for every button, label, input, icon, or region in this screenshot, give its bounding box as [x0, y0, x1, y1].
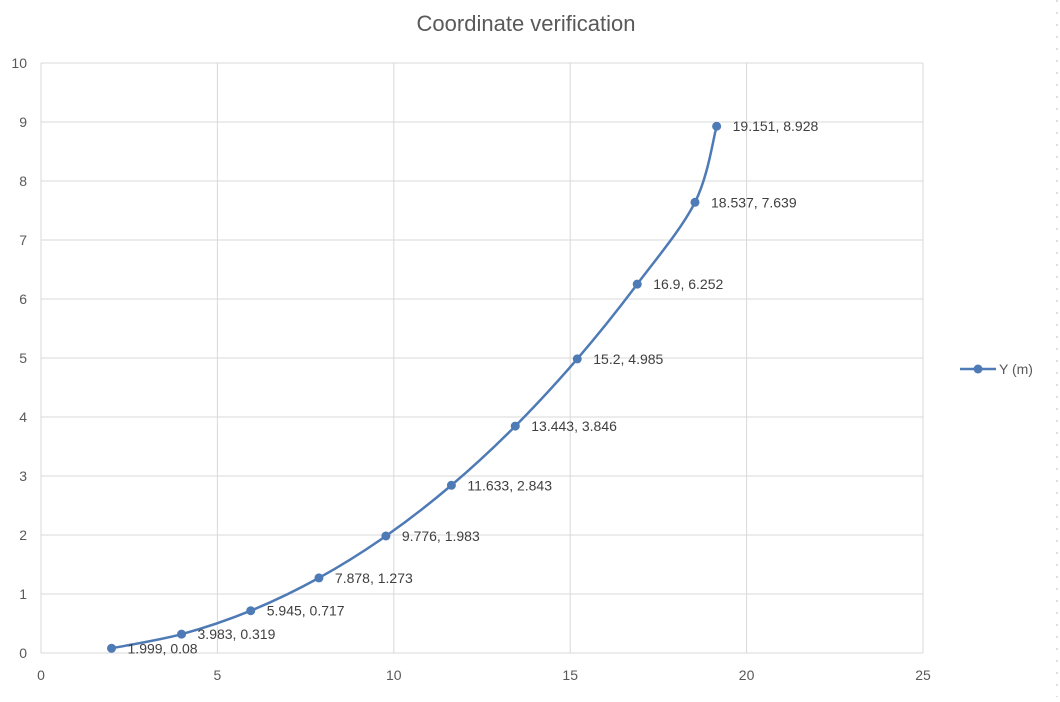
x-tick-label: 20	[739, 667, 755, 683]
legend-label: Y (m)	[999, 361, 1033, 377]
y-tick-label: 6	[19, 291, 27, 307]
data-label: 15.2, 4.985	[593, 351, 663, 367]
y-tick-label: 0	[19, 645, 27, 661]
gridlines	[40, 62, 924, 654]
y-tick-label: 4	[19, 409, 27, 425]
data-label: 11.633, 2.843	[467, 477, 552, 493]
data-label: 9.776, 1.983	[402, 528, 480, 544]
y-tick-label: 5	[19, 350, 27, 366]
data-point	[690, 197, 700, 207]
y-tick-label: 7	[19, 232, 27, 248]
y-tick-label: 8	[19, 173, 27, 189]
data-point	[572, 354, 582, 364]
x-tick-label: 15	[562, 667, 578, 683]
x-tick-label: 0	[37, 667, 45, 683]
data-label: 1.999, 0.08	[128, 640, 198, 656]
data-point	[632, 279, 642, 289]
data-label: 19.151, 8.928	[733, 118, 819, 134]
data-point	[510, 421, 520, 431]
series-line	[110, 124, 718, 650]
data-point	[314, 573, 324, 583]
data-label: 13.443, 3.846	[531, 418, 617, 434]
y-tick-label: 3	[19, 468, 27, 484]
data-label: 7.878, 1.273	[335, 570, 413, 586]
y-tick-label: 9	[19, 114, 27, 130]
data-point	[712, 121, 722, 131]
x-tick-label: 5	[214, 667, 222, 683]
legend: Y (m)	[960, 361, 1033, 377]
data-point	[107, 643, 117, 653]
data-label: 16.9, 6.252	[653, 276, 723, 292]
data-labels: 1.999, 0.083.983, 0.319 5.945, 0.717 7.878…	[128, 118, 819, 656]
data-point	[246, 606, 256, 616]
data-point	[177, 629, 187, 639]
x-tick-label: 25	[915, 667, 931, 683]
axis-tick-labels: 0 1 2 3 4 5 6 7 8 9 10 0 5 10 15 20 25	[11, 55, 931, 683]
data-point	[381, 531, 391, 541]
data-label: 5.945, 0.717	[267, 603, 345, 619]
legend-marker	[973, 364, 983, 374]
x-tick-label: 10	[386, 667, 402, 683]
series-y-m	[107, 121, 722, 653]
data-label: 3.983, 0.319	[198, 626, 276, 642]
data-label: 18.537, 7.639	[711, 194, 797, 210]
y-tick-label: 10	[11, 55, 27, 71]
chart-title: Coordinate verification	[417, 11, 636, 36]
y-tick-label: 2	[19, 527, 27, 543]
y-tick-label: 1	[19, 586, 27, 602]
data-point	[446, 480, 456, 490]
